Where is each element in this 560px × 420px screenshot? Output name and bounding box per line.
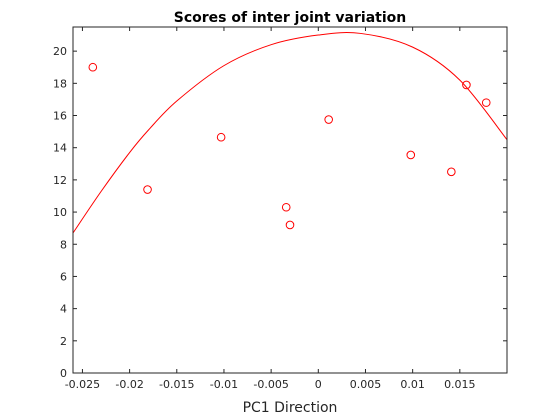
chart-title: Scores of inter joint variation <box>174 10 406 26</box>
y-tick-label: 2 <box>60 335 67 348</box>
axes-box <box>72 26 508 374</box>
x-tick-label: 0.015 <box>444 378 476 391</box>
x-tick-label: 0.01 <box>400 378 425 391</box>
data-point <box>285 220 295 230</box>
y-tick-label: 18 <box>53 77 67 90</box>
x-tick-label: 0 <box>315 378 322 391</box>
y-tick-label: 10 <box>53 206 67 219</box>
y-tick-label: 16 <box>53 110 67 123</box>
data-point <box>481 98 491 107</box>
x-tick-label: -0.01 <box>210 378 238 391</box>
x-tick-label: -0.02 <box>115 378 143 391</box>
y-tick-label: 20 <box>53 45 67 58</box>
y-tick-label: 6 <box>60 270 67 283</box>
data-point <box>216 132 226 142</box>
data-point <box>281 202 291 212</box>
y-tick-label: 8 <box>60 238 67 251</box>
y-tick-label: 12 <box>53 174 67 187</box>
data-point <box>88 62 98 72</box>
y-tick-label: 14 <box>53 142 67 155</box>
data-point <box>324 115 333 124</box>
data-point <box>143 185 152 194</box>
x-tick-label: -0.015 <box>159 378 194 391</box>
data-point <box>447 167 456 177</box>
x-tick-label: -0.025 <box>65 378 100 391</box>
x-tick-label: 0.005 <box>350 378 382 391</box>
x-tick-label: -0.005 <box>253 378 288 391</box>
y-tick-label: 0 <box>60 367 67 380</box>
data-point <box>406 150 416 160</box>
y-tick-label: 4 <box>60 303 67 316</box>
data-point <box>462 80 471 90</box>
fitted-curve <box>73 32 507 234</box>
x-axis-title: PC1 Direction <box>243 400 338 416</box>
